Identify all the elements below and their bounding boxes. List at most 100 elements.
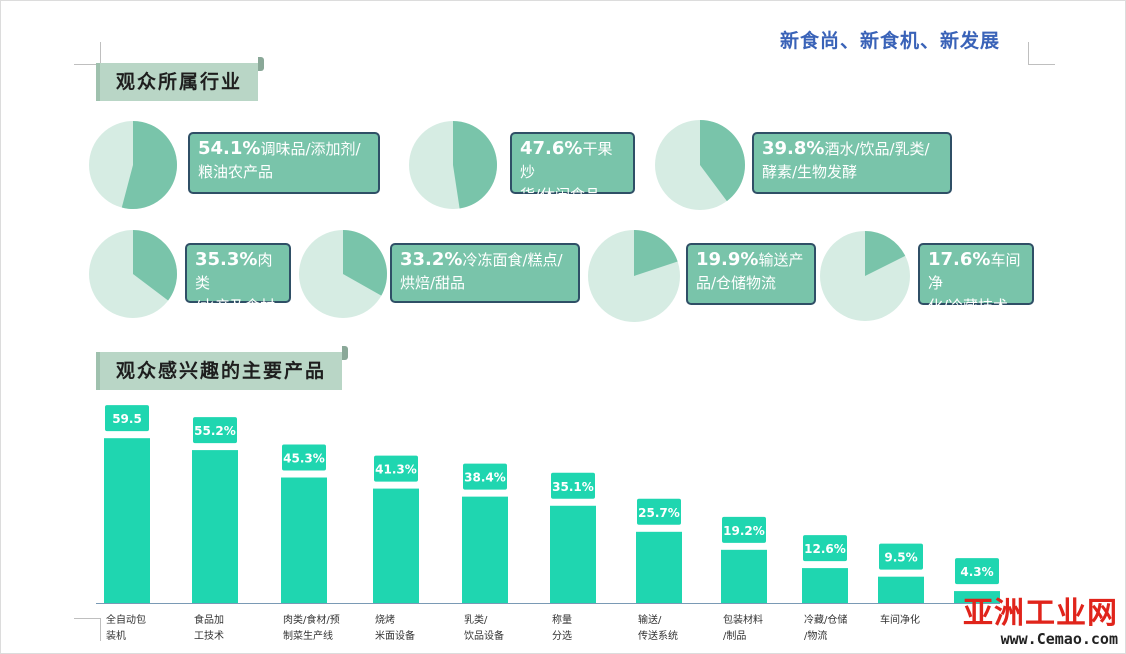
x-tick-label: 食品加 — [194, 613, 224, 626]
bar — [104, 438, 150, 603]
pie-value-slice — [343, 230, 387, 296]
industry-label: 肉类 — [195, 251, 273, 292]
ribbon-curl-icon — [342, 346, 349, 360]
bar — [462, 496, 508, 603]
industry-callout: 39.8%酒水/饮品/乳类/酵素/生物发酵 — [752, 132, 952, 194]
x-tick-label: 分选 — [552, 629, 572, 642]
x-tick-label: 肉类/食材/预 — [283, 613, 340, 626]
bar — [373, 488, 419, 603]
industry-label: 酒水/饮品/乳类/ — [824, 140, 930, 158]
watermark-logo-text: 亚洲工业网 — [963, 596, 1118, 631]
industry-callout: 54.1%调味品/添加剂/粮油农产品 — [188, 132, 380, 194]
bar — [954, 591, 1000, 603]
industry-pie — [409, 121, 498, 209]
pie-value-slice — [865, 231, 906, 276]
industry-callout: 33.2%冷冻面食/糕点/烘焙/甜品 — [390, 243, 580, 303]
data-label-box — [193, 417, 237, 444]
section-title-products: 观众感兴趣的主要产品 — [96, 346, 349, 390]
industry-pie — [89, 121, 177, 209]
industry-percent: 47.6% — [520, 138, 583, 159]
data-label-box — [637, 498, 681, 525]
x-tick-label: /物流 — [804, 629, 827, 642]
bar — [636, 531, 682, 603]
x-tick-label: 乳类/ — [464, 613, 488, 626]
x-tick-label: 传送系统 — [638, 629, 678, 642]
industry-label-line2: 酵素/生物发酵 — [762, 163, 858, 181]
industry-pie — [655, 120, 745, 210]
data-label-box — [282, 444, 326, 471]
industry-percent: 17.6% — [928, 249, 991, 270]
section-title-products-text: 观众感兴趣的主要产品 — [116, 360, 327, 382]
data-label-box — [551, 472, 595, 499]
x-tick-label: /制品 — [723, 629, 746, 642]
data-label: 45.3% — [283, 452, 325, 466]
bar — [281, 477, 327, 603]
pie-value-slice — [133, 230, 177, 301]
bar — [721, 549, 767, 603]
data-label: 4.3% — [960, 565, 993, 579]
industry-label-line2: 品/仓储物流 — [696, 274, 777, 292]
watermark: 亚洲工业网 www.Cemao.com — [963, 588, 1118, 648]
industry-callout: 47.6%干果炒 货/休闲食品 — [510, 132, 635, 204]
industry-label: 冷冻面食/糕点/ — [462, 251, 563, 269]
x-tick-label: 制菜生产线 — [283, 629, 333, 642]
data-label: 9.5% — [884, 551, 917, 565]
data-label: 12.6% — [804, 542, 846, 556]
data-label-box — [463, 463, 507, 490]
crop-mark-top-left — [74, 42, 101, 65]
industry-percent: 39.8% — [762, 138, 825, 159]
x-tick-label: 饮品设备 — [464, 629, 504, 642]
data-label-box — [803, 535, 847, 562]
x-tick-label: 冷藏/仓储 — [804, 613, 847, 626]
industry-label: 调味品/添加剂/ — [260, 140, 361, 158]
industry-label-line2: 烘焙/甜品 — [400, 274, 466, 292]
industry-label-line2: 粮油农产品 — [198, 163, 274, 181]
pie-value-slice — [121, 121, 177, 209]
industry-callout: 17.6%车间净化/冷藏技术 — [918, 243, 1034, 315]
data-label-box — [105, 405, 149, 432]
data-label-box — [374, 455, 418, 482]
crop-mark-top-right — [1028, 42, 1055, 65]
header-slogan: 新食尚、新食机、新发展 — [779, 30, 1000, 52]
industry-callout: 19.9%输送产品/仓储物流 — [686, 243, 816, 305]
x-tick-label: 全自动包 — [106, 613, 146, 626]
industry-label-line2: 化/冷藏技术 — [928, 297, 1009, 315]
bar — [192, 450, 238, 603]
bar — [802, 568, 848, 603]
industry-pie — [89, 230, 177, 318]
x-tick-label: 输送/ — [638, 613, 662, 626]
ribbon-curl-icon — [258, 57, 265, 71]
industry-percent: 54.1% — [198, 138, 261, 159]
x-tick-label: 米面设备 — [375, 629, 415, 642]
x-tick-label: 包装材料 — [723, 613, 763, 626]
industry-label: 车间净 — [928, 251, 1021, 292]
industry-pie — [588, 230, 680, 322]
data-label: 25.7% — [638, 506, 680, 520]
x-tick-label: 烧烤 — [375, 613, 395, 626]
data-label: 59.5 — [112, 412, 142, 426]
data-label-box — [955, 558, 999, 585]
pie-value-slice — [700, 120, 745, 202]
industry-percent: 35.3% — [195, 249, 258, 270]
bar — [550, 505, 596, 603]
data-label: 19.2% — [723, 524, 765, 538]
x-tick-label: 工技术 — [194, 629, 224, 642]
industry-percent: 19.9% — [696, 249, 759, 270]
data-label: 41.3% — [375, 463, 417, 477]
x-tick-label: 装机 — [106, 629, 126, 642]
bar — [878, 576, 924, 603]
data-label: 35.1% — [552, 480, 594, 494]
pie-value-slice — [634, 230, 678, 276]
pie-value-slice — [453, 121, 498, 209]
industry-percent: 33.2% — [400, 249, 463, 270]
industry-callout: 35.3%肉类/水产及食材 — [185, 243, 291, 315]
section-title-industry-text: 观众所属行业 — [116, 71, 243, 93]
data-label-box — [879, 543, 923, 570]
industry-label: 输送产 — [758, 251, 804, 269]
data-label: 55.2% — [194, 424, 236, 438]
industry-pie — [299, 230, 387, 318]
industry-label-line2: /水产及食材 — [195, 297, 276, 315]
watermark-url: www.Cemao.com — [1000, 630, 1118, 648]
x-tick-label: 车间净化 — [880, 613, 920, 626]
